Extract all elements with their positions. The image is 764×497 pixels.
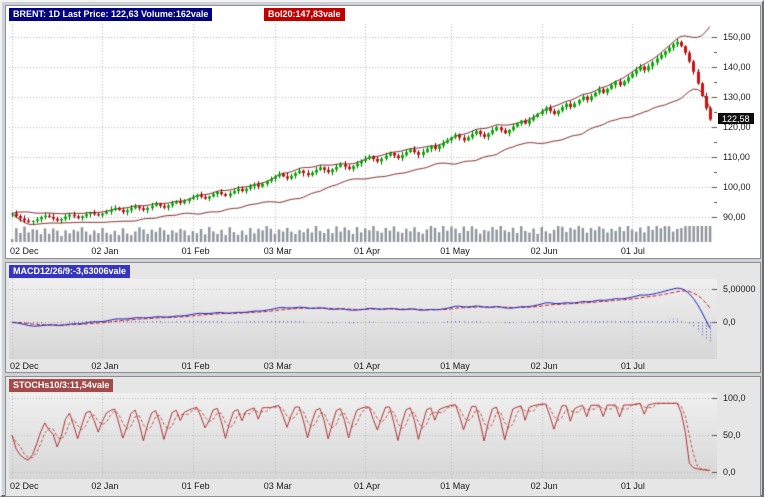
y-axis-label: 110,00 — [723, 152, 750, 163]
x-axis-label: 01 Apr — [354, 246, 381, 256]
x-axis-label: 03 Mar — [263, 481, 292, 491]
y-axis-label: 130,00 — [723, 92, 751, 103]
x-axis-label: 02 Jan — [91, 361, 119, 371]
macd-chart-canvas[interactable] — [9, 279, 717, 359]
x-axis-label: 02 Jun — [530, 246, 558, 256]
x-axis-label: 01 Jul — [620, 246, 645, 256]
x-axis-label: 01 Feb — [181, 246, 210, 256]
x-axis-label: 01 Apr — [354, 361, 381, 371]
bollinger-header[interactable]: Bol20:147,83vale — [264, 8, 345, 21]
last-price-marker: 122,58 — [718, 113, 754, 125]
stochastics-header[interactable]: STOCHs10/3:11,54vale — [9, 379, 114, 392]
price-panel: BRENT: 1D Last Price: 122,63 Volume:162v… — [5, 5, 761, 259]
macd-panel: MACD12/26/9:-3,63006vale 5,00000 0,0 02 De… — [5, 262, 761, 373]
x-axis-label: 02 Dec — [10, 246, 39, 256]
x-axis-label: 02 Jan — [91, 246, 119, 256]
x-axis-label: 01 Apr — [354, 481, 381, 491]
x-axis-label: 01 Feb — [181, 361, 210, 371]
x-axis-label: 01 May — [440, 246, 470, 256]
candlestick-chart-canvas[interactable] — [9, 24, 717, 244]
y-axis-label: 100,0 — [723, 393, 746, 404]
x-axis-label: 02 Jun — [530, 481, 558, 491]
x-axis-label: 03 Mar — [263, 246, 292, 256]
x-axis-label: 01 Jul — [620, 361, 645, 371]
macd-header[interactable]: MACD12/26/9:-3,63006vale — [9, 265, 131, 278]
y-axis-label: 5,00000 — [723, 284, 756, 294]
y-axis-label: 0,0 — [723, 317, 736, 328]
y-axis-label: 0,0 — [723, 467, 736, 478]
x-axis-label: 02 Dec — [10, 481, 39, 491]
y-axis-label: 90,00 — [723, 212, 746, 223]
stochastics-panel: STOCHs10/3:11,54vale 100,0 50,0 0,0 02 Dec 0… — [5, 376, 761, 497]
y-axis-label: 50,0 — [723, 430, 741, 441]
x-axis-label: 01 Feb — [181, 481, 210, 491]
x-axis-label: 01 May — [440, 481, 470, 491]
x-axis-label: 03 Mar — [263, 361, 292, 371]
symbol-header[interactable]: BRENT: 1D Last Price: 122,63 Volume:162v… — [9, 8, 213, 21]
y-axis-label: 150,00 — [723, 32, 751, 43]
x-axis-label: 02 Dec — [10, 361, 39, 371]
stochastics-chart-canvas[interactable] — [9, 393, 717, 479]
x-axis-label: 01 May — [440, 361, 470, 371]
y-axis-label: 100,00 — [723, 182, 751, 193]
y-axis-label: 140,00 — [723, 62, 751, 73]
y-axis-label: 120,00 — [723, 122, 751, 133]
x-axis-label: 02 Jun — [530, 361, 558, 371]
x-axis-label: 01 Jul — [620, 481, 645, 491]
x-axis-label: 02 Jan — [91, 481, 119, 491]
